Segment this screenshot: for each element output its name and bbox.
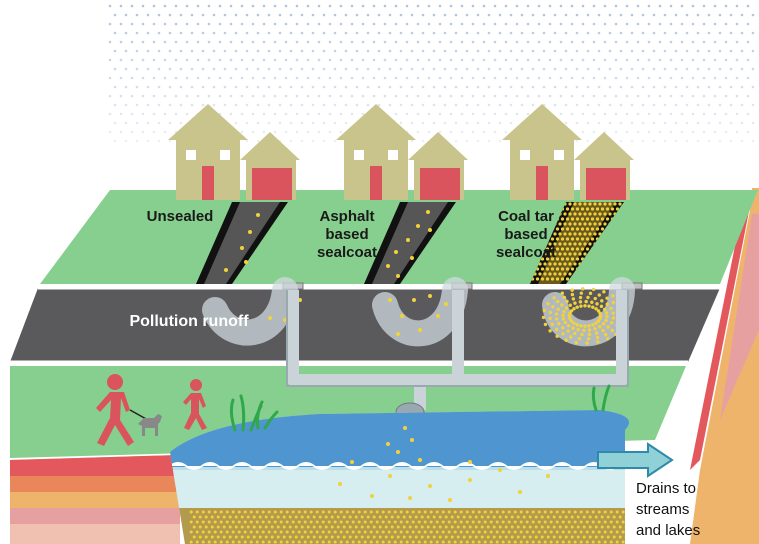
side-layers [690,188,759,544]
retention-pond [170,410,630,544]
label-pollution-runoff: Pollution runoff [129,313,249,330]
reed-icon [229,384,611,432]
driveway-asphalt [364,202,456,284]
garage-icon [240,132,300,200]
label-asphalt: Asphalt based sealcoat [316,208,378,261]
soil-layers [10,455,180,544]
label-unsealed: Unsealed [146,208,214,225]
garage-icon [408,132,468,200]
house-icon [168,104,248,200]
person-walking-dog-icon [96,374,134,446]
house-icon [336,104,416,200]
child-icon [183,379,207,430]
house-icon [502,104,582,200]
dog-icon [138,414,162,436]
driveway-unsealed [196,202,288,284]
garage-icon [574,132,634,200]
arrow-right-icon [597,442,674,478]
label-coal-tar: Coal tar based sealcoat [495,208,557,261]
label-drains: Drains to streams and lakes [636,480,701,539]
